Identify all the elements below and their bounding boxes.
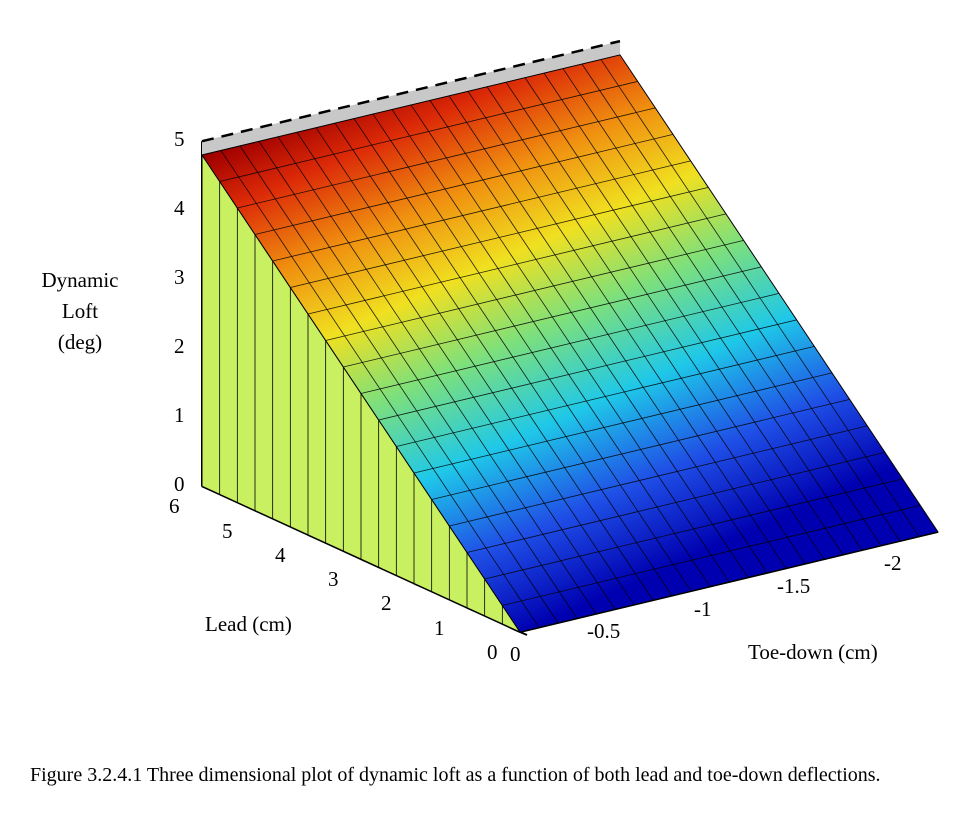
mesh-line	[429, 100, 749, 578]
mesh-line	[600, 59, 920, 537]
mesh-line	[391, 109, 711, 587]
mesh-line	[258, 141, 578, 619]
mesh-line	[372, 113, 692, 592]
mesh-line	[581, 63, 901, 542]
z-tick-label: 0	[174, 472, 185, 497]
z-axis-label: Dynamic Loft (deg)	[20, 265, 140, 358]
y-tick-label: 5	[222, 518, 233, 543]
y-tick-label: 1	[434, 615, 445, 640]
mesh-line	[353, 118, 673, 596]
y-tick-label: 4	[275, 542, 286, 567]
x-tick-label: -0.5	[587, 619, 621, 644]
mesh-line	[486, 86, 806, 564]
z-tick-label: 4	[174, 196, 185, 221]
x-tick-label: -2	[884, 551, 902, 575]
mesh-line	[220, 150, 540, 628]
mesh-line	[467, 91, 787, 569]
y-tick-label: 0	[487, 640, 498, 664]
y-axis-label: Lead (cm)	[205, 612, 292, 636]
mesh-line	[505, 81, 825, 560]
mesh-line	[448, 95, 768, 574]
back-wall	[202, 41, 620, 155]
figure-caption: Figure 3.2.4.1 Three dimensional plot of…	[30, 764, 881, 786]
z-tick-label: 3	[174, 265, 185, 290]
x-axis-label: Toe-down (cm)	[748, 640, 878, 664]
mesh-line	[562, 68, 882, 546]
z-label-line-1: Dynamic	[41, 268, 119, 292]
x-tick-label: -1	[694, 596, 712, 621]
z-tick-label: 1	[174, 403, 185, 428]
y-tick-label: 3	[328, 567, 339, 592]
y-tick-label: 2	[381, 591, 392, 616]
mesh-line	[296, 132, 616, 610]
mesh-line	[239, 145, 559, 624]
mesh-line	[315, 127, 635, 605]
y-tick-label: 6	[169, 494, 180, 519]
surface-plot	[201, 39, 939, 636]
z-tick-label: 2	[174, 334, 185, 359]
mesh-line	[334, 122, 654, 601]
mesh-line	[277, 136, 597, 615]
z-tick-label: 5	[174, 127, 185, 152]
x-tick-label: 0	[510, 642, 521, 666]
mesh-line	[524, 77, 844, 555]
x-tick-label: -1.5	[777, 573, 811, 598]
mesh-line	[543, 72, 863, 551]
mesh-line	[410, 104, 730, 583]
back-wall-dashed-edge	[201, 39, 621, 143]
z-label-line-2: Loft	[61, 299, 99, 323]
z-label-line-3: (deg)	[57, 330, 103, 354]
